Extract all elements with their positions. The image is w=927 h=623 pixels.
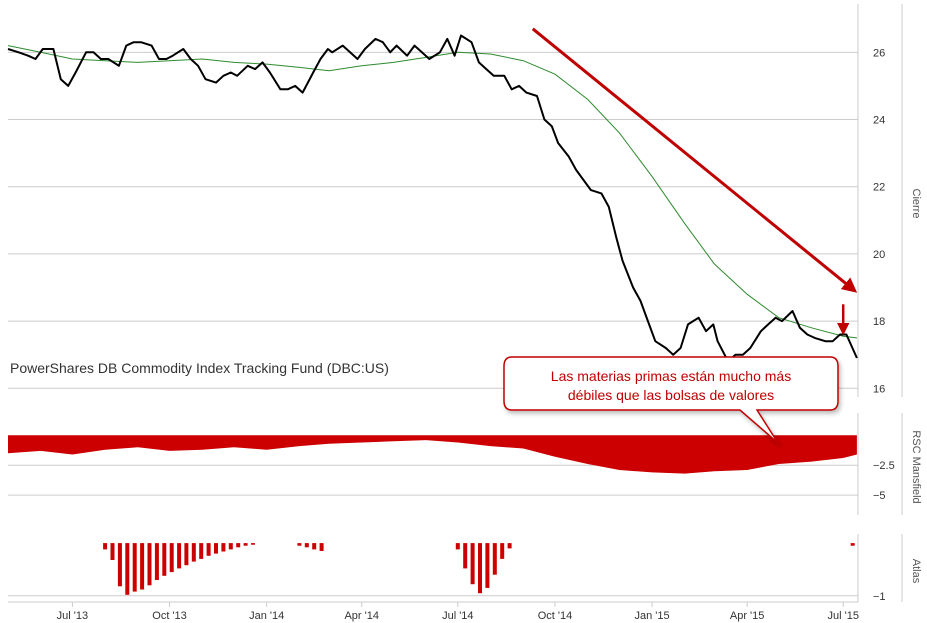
atlas-panel [103,543,855,595]
atlas-bar [191,543,196,562]
atlas-bar [162,543,167,576]
x-tick-label: Jul '14 [442,610,473,622]
x-tick-label: Jan '15 [635,610,670,622]
y-tick-label-price: 24 [873,115,885,127]
atlas-bar [169,543,174,573]
atlas-bar [492,543,497,575]
price-panel [7,34,858,363]
atlas-bar [319,543,324,551]
atlas-bar [199,543,204,559]
atlas-bar [485,543,490,588]
y-axes: 26 24 22 20 18 16 Cierre −2.5 −5 RSC Mansfield −1 A… [873,47,922,602]
y-axis-title-price: Cierre [910,189,922,219]
atlas-bar [228,543,233,550]
trend-arrow [531,27,858,293]
atlas-bar [236,543,241,548]
y-tick-label-rsc: −2.5 [873,460,895,472]
y-axis-title-atlas: Atlas [910,559,922,584]
atlas-bar [243,543,248,546]
moving-average-line [7,45,857,339]
atlas-bar [500,543,505,559]
atlas-bar [140,543,145,590]
atlas-bar [304,543,309,548]
atlas-bar [470,543,475,585]
y-tick-label-price: 16 [873,383,885,395]
annotation-callout: Las materias primas están mucho más débi… [503,356,839,444]
atlas-bar [214,543,218,554]
panel-frames [857,4,903,602]
atlas-bar [206,543,211,556]
y-tick-label-price: 26 [873,47,885,59]
x-tick-label: Jul '13 [57,610,88,622]
y-tick-label-price: 20 [873,249,885,261]
y-tick-label-price: 18 [873,316,885,328]
atlas-bar [110,543,115,560]
callout-line-1: Las materias primas están mucho más [551,368,791,384]
x-tick-label: Jan '14 [249,610,284,622]
x-tick-label: Apr '14 [344,610,379,622]
atlas-bar [103,543,108,550]
y-tick-label-atlas: −1 [873,591,886,603]
atlas-bar [132,543,137,592]
atlas-bar [455,543,460,550]
atlas-bar [221,543,226,552]
callout-line-2: débiles que las bolsas de valores [568,387,774,403]
atlas-bar [154,543,159,580]
atlas-bar [125,543,130,595]
atlas-bar [507,543,512,549]
atlas-bar [312,543,317,550]
atlas-bar [463,543,468,569]
atlas-bar [177,543,182,569]
x-tick-label: Oct '13 [152,610,187,622]
y-tick-label-rsc: −5 [873,490,886,502]
price-line [7,34,858,363]
atlas-bar [147,543,152,586]
grid-lines [8,51,858,597]
chart-title: PowerShares DB Commodity Index Tracking … [10,360,389,376]
x-tick-label: Jul '15 [827,610,858,622]
rsc-panel [8,435,857,474]
atlas-bar [297,543,302,546]
atlas-bar [478,543,482,594]
annotations [531,27,858,336]
y-axis-title-rsc: RSC Mansfield [910,430,922,503]
atlas-bar [184,543,189,566]
callout-bubble [503,356,839,444]
x-tick-label: Oct '14 [538,610,573,622]
rsc-area [8,435,857,474]
y-tick-label-price: 22 [873,182,885,194]
atlas-bar [117,543,122,587]
atlas-bar [850,543,855,546]
x-tick-label: Apr '15 [730,610,765,622]
atlas-bar [251,543,255,545]
x-axis: Jul '13 Oct '13 Jan '14 Apr '14 Jul '14 Oct '… [8,601,859,622]
